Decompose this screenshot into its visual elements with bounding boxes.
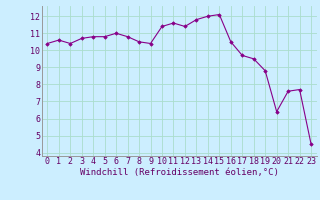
- X-axis label: Windchill (Refroidissement éolien,°C): Windchill (Refroidissement éolien,°C): [80, 168, 279, 177]
